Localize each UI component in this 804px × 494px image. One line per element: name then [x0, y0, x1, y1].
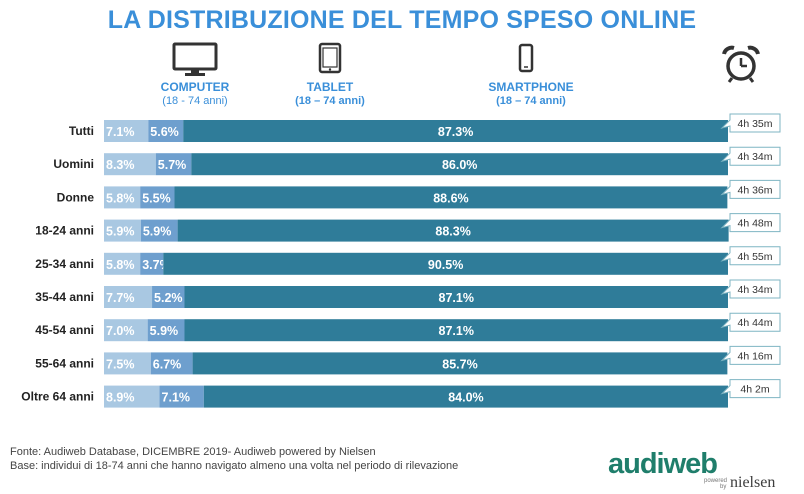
data-label: 5.9%	[150, 324, 179, 338]
logo-audiweb-text: audiweb	[608, 448, 718, 480]
bar-segment	[104, 286, 153, 308]
bar-segment	[104, 186, 141, 209]
data-label: 85.7%	[442, 357, 477, 371]
data-label: 5.5%	[142, 191, 171, 205]
logo-nielsen-text: nielsen	[730, 474, 776, 491]
bar-segment	[140, 219, 178, 242]
logo-powered-text: powered	[704, 478, 728, 484]
bar-segment	[163, 252, 728, 275]
total-time-box	[720, 146, 781, 166]
bar-segment	[104, 219, 141, 242]
data-label: 86.0%	[442, 158, 477, 172]
total-time-box	[720, 379, 781, 399]
bar-segment	[104, 319, 148, 342]
total-time-box	[720, 345, 781, 365]
category-label: 18-24 anni	[35, 224, 94, 238]
smartphone-icon	[518, 43, 534, 73]
data-label: 90.5%	[428, 258, 463, 272]
data-label: 5.6%	[150, 125, 179, 139]
category-label: Uomini	[53, 157, 94, 171]
bar-segment	[174, 186, 728, 209]
data-label: 5.9%	[143, 225, 172, 239]
bar-segment	[159, 385, 204, 408]
bar-segment	[152, 286, 185, 308]
source-note: Fonte: Audiweb Database, DICEMBRE 2019- …	[10, 446, 376, 458]
bar-segment	[203, 385, 729, 408]
total-time-box	[720, 279, 781, 299]
category-label: 35-44 anni	[35, 290, 94, 304]
total-time-label: 4h 34m	[737, 151, 772, 163]
alarm-clock-icon	[722, 45, 760, 83]
data-label: 8.3%	[106, 158, 135, 172]
bar-segment	[148, 120, 184, 142]
bar-segment	[184, 319, 729, 342]
total-time-label: 4h 55m	[737, 251, 772, 263]
bar-segment	[140, 252, 164, 275]
data-label: 5.2%	[154, 291, 183, 305]
category-label: Oltre 64 anni	[21, 390, 94, 404]
data-label: 5.9%	[106, 225, 135, 239]
legend-tablet-name: TABLET	[306, 80, 354, 94]
tablet-icon	[318, 42, 342, 74]
data-label: 7.1%	[106, 125, 135, 139]
logo-by-text: by	[720, 484, 727, 490]
category-label: Tutti	[69, 124, 94, 138]
total-time-label: 4h 48m	[737, 218, 772, 230]
bar-segment	[155, 153, 192, 176]
category-label: 55-64 anni	[35, 356, 94, 370]
total-time-label: 4h 36m	[737, 184, 772, 196]
bar-segment	[183, 120, 729, 142]
data-label: 87.1%	[439, 324, 474, 338]
bar-segment	[104, 153, 156, 176]
total-time-box	[720, 246, 781, 266]
legend-computer-name: COMPUTER	[160, 80, 230, 94]
data-label: 5.7%	[158, 158, 187, 172]
data-label: 8.9%	[106, 391, 135, 405]
bar-segment	[104, 120, 149, 142]
legend-smartphone-name: SMARTPHONE	[488, 80, 574, 94]
data-label: 7.0%	[106, 324, 135, 338]
total-time-box	[720, 179, 781, 199]
bar-segment	[192, 352, 728, 375]
total-time-box	[720, 213, 781, 233]
total-time-box	[720, 113, 781, 133]
bar-segment	[150, 352, 193, 375]
data-label: 5.8%	[106, 258, 135, 272]
total-time-box	[720, 312, 781, 332]
data-label: 88.3%	[435, 225, 470, 239]
bar-segment	[191, 153, 729, 176]
bar-segment	[140, 186, 175, 209]
category-label: Donne	[57, 190, 95, 204]
legend-computer-range: (18 - 74 anni)	[162, 95, 228, 107]
bar-segment	[184, 286, 729, 308]
total-time-label: 4h 16m	[737, 350, 772, 362]
bar-segment	[177, 219, 729, 242]
total-time-label: 4h 2m	[740, 384, 769, 396]
chart-title: LA DISTRIBUZIONE DEL TEMPO SPESO ONLINE	[107, 6, 697, 34]
legend-tablet-range: (18 – 74 anni)	[295, 95, 365, 107]
bar-segment	[104, 252, 141, 275]
data-label: 7.5%	[106, 357, 135, 371]
bar-segment	[104, 385, 160, 408]
data-label: 87.3%	[438, 125, 473, 139]
total-time-label: 4h 44m	[737, 317, 772, 329]
category-label: 25-34 anni	[35, 257, 94, 271]
total-time-label: 4h 34m	[737, 284, 772, 296]
audiweb-logo: audiweb powered by nielsen	[608, 448, 798, 492]
base-note: Base: individui di 18-74 anni che hanno …	[10, 460, 459, 472]
data-label: 87.1%	[439, 291, 474, 305]
monitor-icon	[172, 42, 218, 76]
bar-segment	[147, 319, 185, 342]
data-label: 7.7%	[106, 291, 135, 305]
data-label: 6.7%	[153, 357, 182, 371]
total-time-label: 4h 35m	[737, 118, 772, 130]
data-label: 5.8%	[106, 191, 135, 205]
legend-smartphone-range: (18 – 74 anni)	[496, 95, 566, 107]
data-label: 7.1%	[162, 391, 191, 405]
data-label: 84.0%	[448, 391, 483, 405]
bar-segment	[104, 352, 151, 375]
data-label: 88.6%	[433, 191, 468, 205]
category-label: 45-54 anni	[35, 323, 94, 337]
